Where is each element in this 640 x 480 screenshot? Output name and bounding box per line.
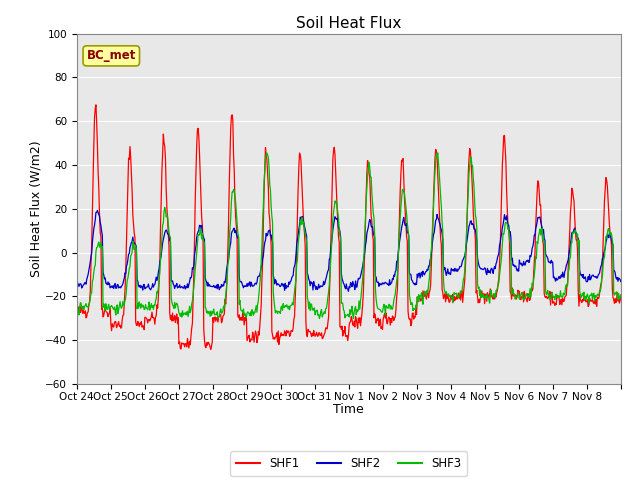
SHF1 [73,307,81,313]
SHF2 [93,207,101,213]
SHF3 [434,150,442,156]
SHF1 [265,210,273,216]
Line: SHF2: SHF2 [77,210,621,291]
SHF3 [406,292,413,298]
SHF2 [617,279,625,285]
SHF1 [138,319,145,324]
SHF3 [349,315,357,321]
SHF2 [344,288,352,294]
Line: SHF1: SHF1 [77,105,621,349]
SHF1 [285,334,293,339]
X-axis label: Time: Time [333,403,364,416]
SHF2 [285,279,292,285]
SHF3 [284,306,292,312]
SHF3 [237,307,244,312]
SHF2 [264,228,272,234]
Line: SHF3: SHF3 [77,153,621,318]
SHF2 [406,271,414,277]
SHF1 [92,102,100,108]
SHF2 [138,283,145,289]
SHF3 [437,193,445,199]
SHF1 [238,318,246,324]
Text: BC_met: BC_met [86,49,136,62]
Title: Soil Heat Flux: Soil Heat Flux [296,16,401,31]
SHF3 [137,305,145,311]
SHF1 [406,316,414,322]
SHF2 [237,279,245,285]
SHF1 [617,292,625,298]
SHF2 [73,284,81,289]
SHF3 [617,293,625,299]
SHF1 [437,236,445,242]
SHF3 [73,303,81,309]
Legend: SHF1, SHF2, SHF3: SHF1, SHF2, SHF3 [230,451,467,476]
Y-axis label: Soil Heat Flux (W/m2): Soil Heat Flux (W/m2) [29,141,42,277]
SHF3 [264,152,271,158]
SHF2 [437,225,445,231]
SHF1 [207,347,214,352]
